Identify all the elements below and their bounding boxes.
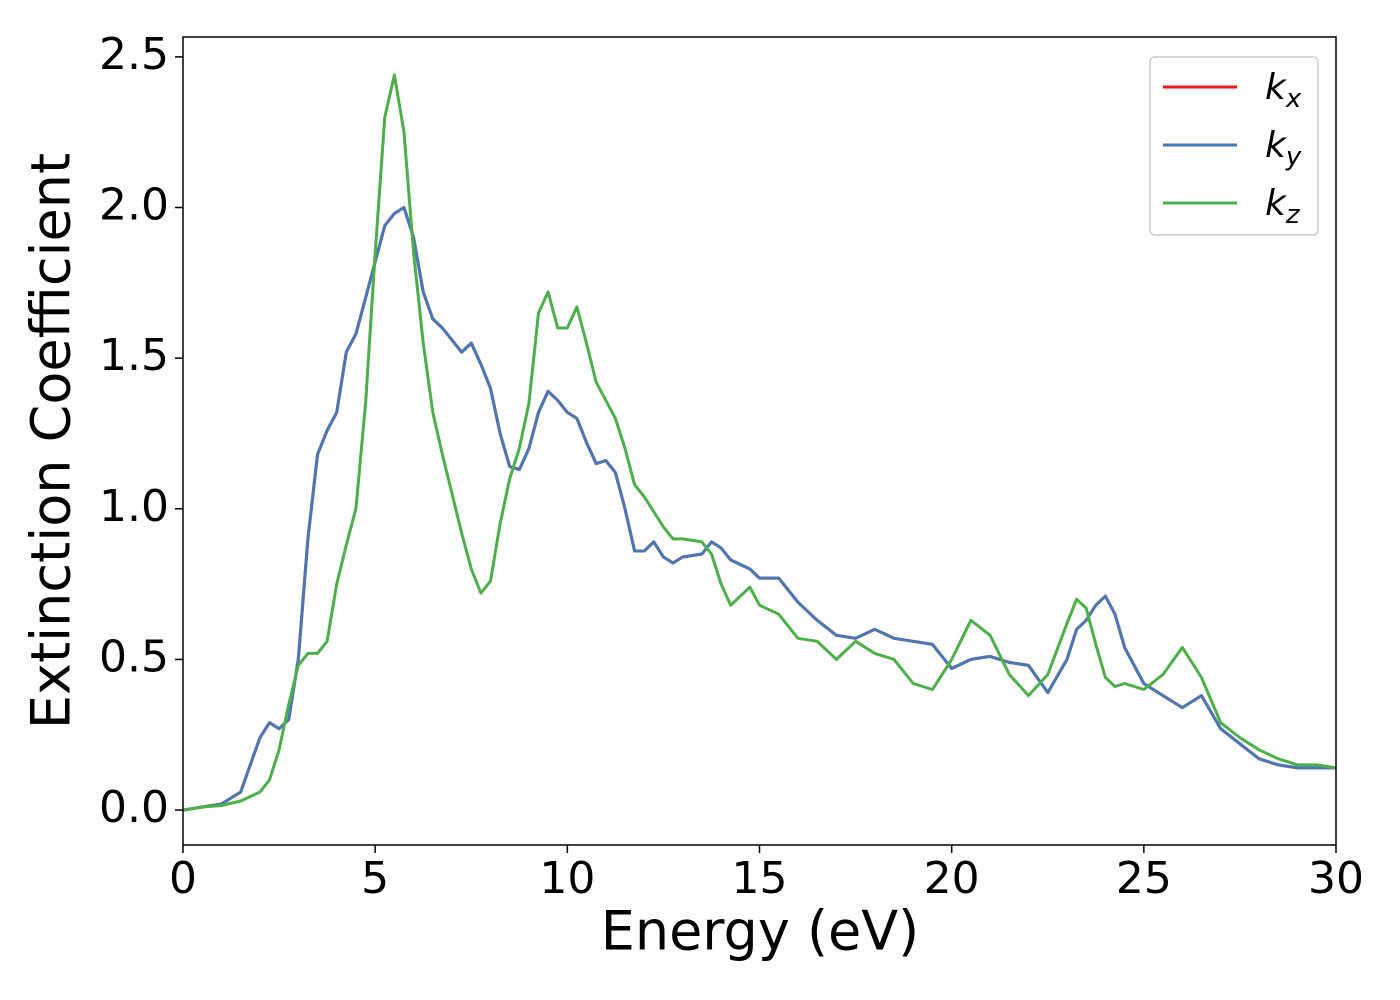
line-series [182, 73, 1337, 812]
x-tick-label: 0 [169, 853, 197, 904]
y-tick-label: 1.0 [99, 481, 169, 532]
x-tick-label: 5 [361, 853, 389, 904]
y-tick-label: 0.5 [99, 631, 169, 682]
line-series [182, 206, 1336, 812]
y-tick-label: 2.5 [99, 29, 169, 80]
y-tick-label: 1.5 [99, 330, 169, 381]
x-tick-label: 30 [1308, 853, 1364, 904]
y-axis-label: Extinction Coefficient [20, 153, 83, 729]
y-tick-label: 0.0 [99, 782, 169, 833]
x-tick-label: 20 [924, 853, 980, 904]
legend-label: kz [1265, 183, 1301, 230]
legend-label: ky [1265, 125, 1302, 172]
y-tick-label: 2.0 [99, 180, 169, 231]
x-tick-label: 25 [1116, 853, 1172, 904]
x-tick-label: 15 [732, 853, 788, 904]
x-axis-label: Energy (eV) [601, 900, 920, 963]
legend-label: kx [1265, 67, 1302, 114]
plot-frame [182, 36, 1337, 846]
x-tick-label: 10 [539, 853, 595, 904]
